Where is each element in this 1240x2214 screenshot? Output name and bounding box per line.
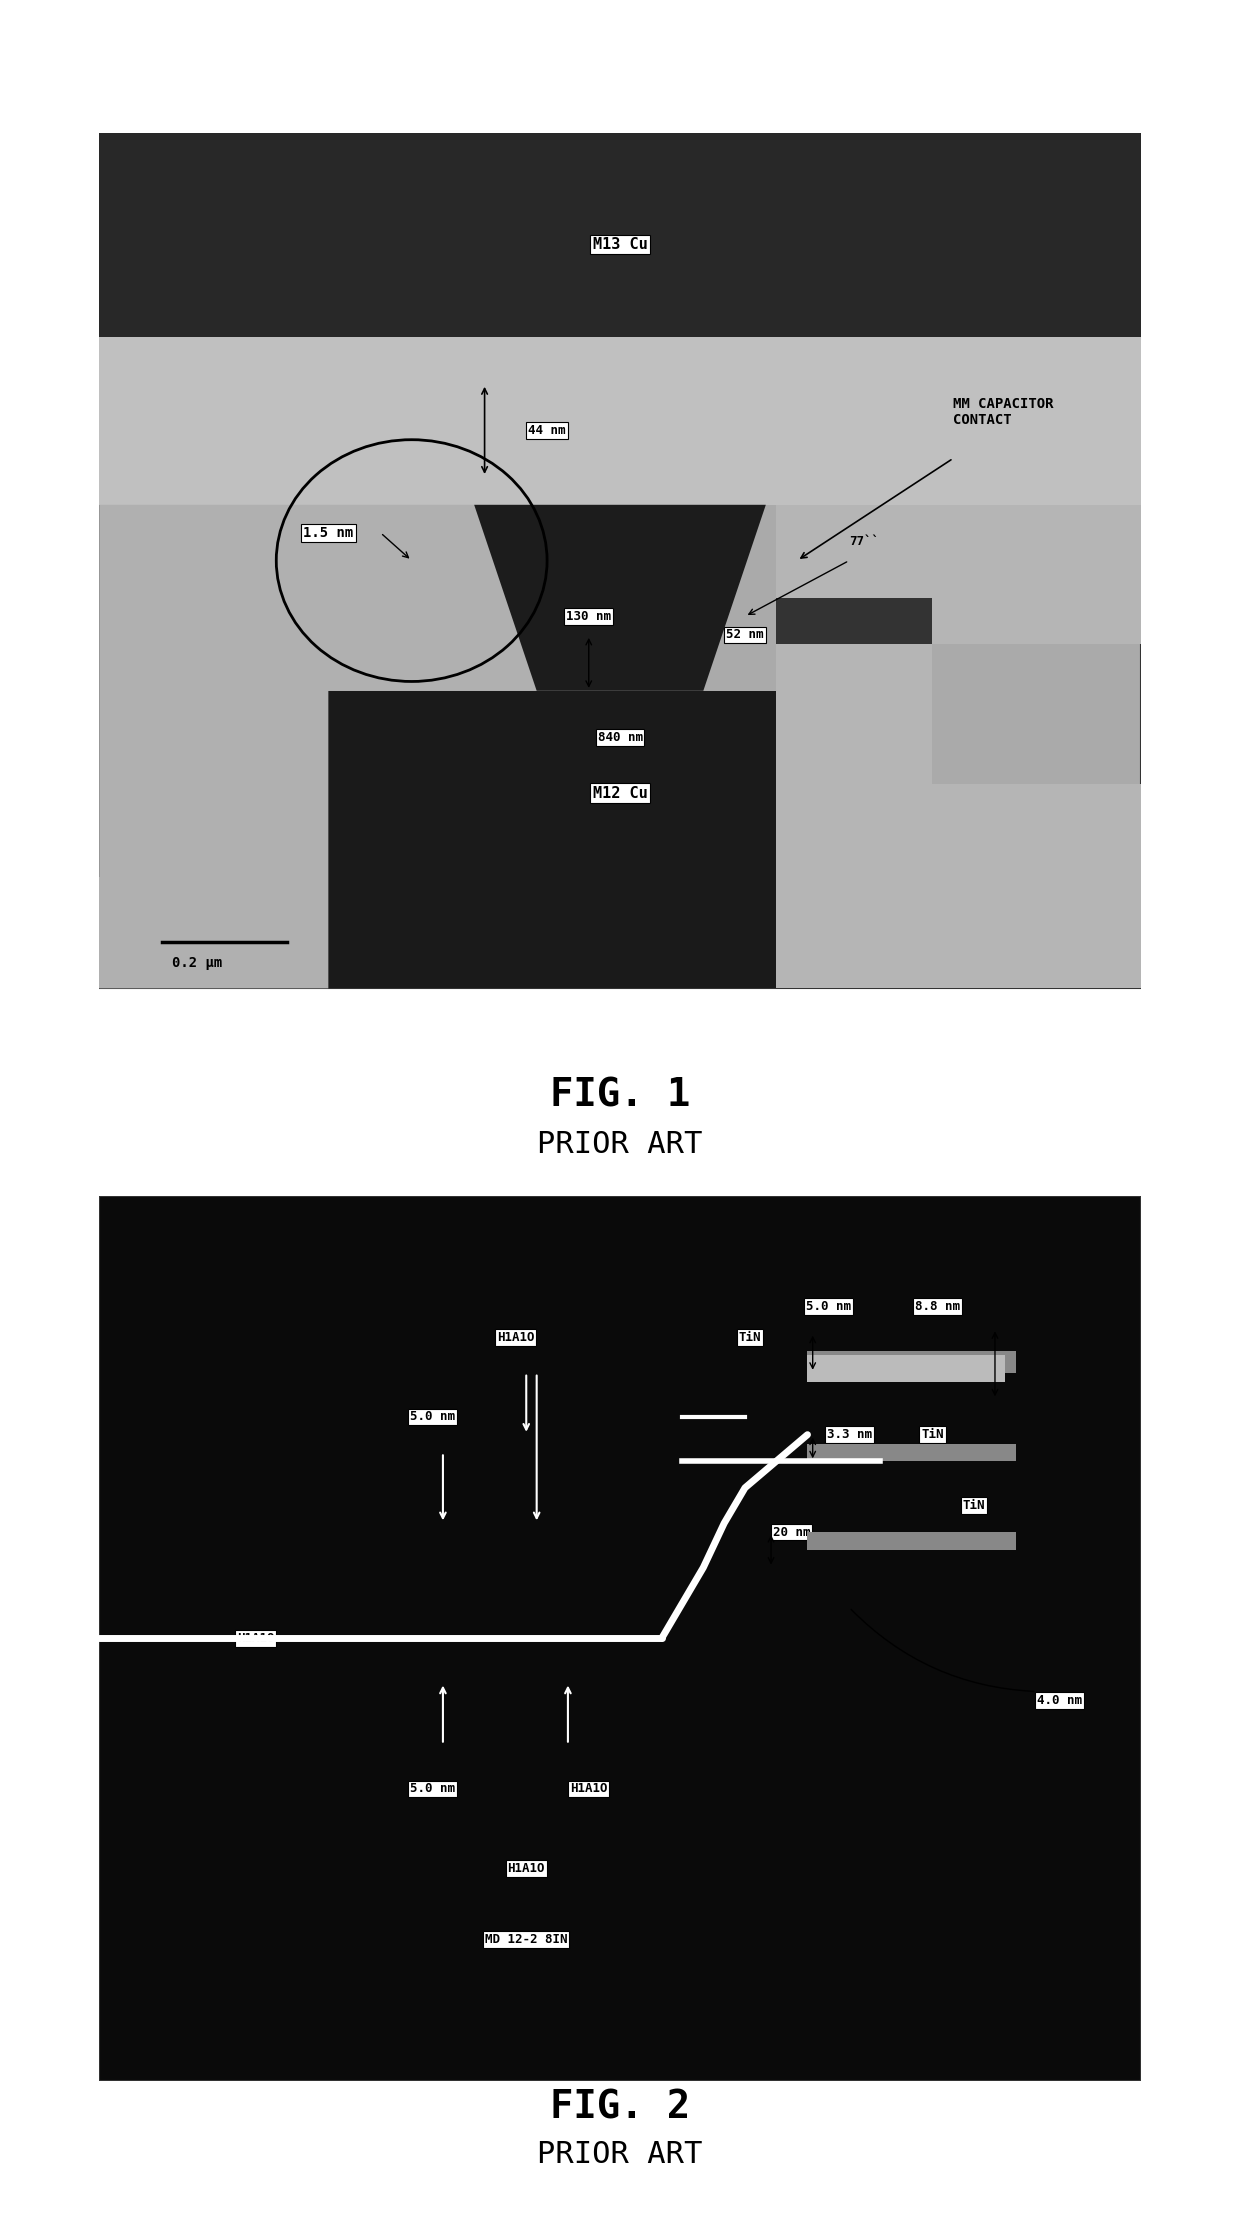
- Text: H1A1O: H1A1O: [497, 1331, 534, 1344]
- Text: 52 nm: 52 nm: [727, 629, 764, 642]
- FancyBboxPatch shape: [99, 1196, 1141, 2081]
- Text: 840 nm: 840 nm: [598, 731, 642, 744]
- Polygon shape: [99, 337, 1141, 505]
- FancyBboxPatch shape: [99, 170, 1141, 987]
- FancyBboxPatch shape: [807, 1532, 1016, 1550]
- Polygon shape: [474, 505, 766, 691]
- Text: PRIOR ART: PRIOR ART: [537, 1129, 703, 1160]
- Text: 5.0 nm: 5.0 nm: [410, 1782, 455, 1796]
- Text: TiN: TiN: [963, 1499, 986, 1512]
- FancyBboxPatch shape: [807, 1355, 1006, 1382]
- Text: FIG. 2: FIG. 2: [549, 2088, 691, 2128]
- Text: MD 12-2 8IN: MD 12-2 8IN: [485, 1933, 568, 1946]
- Text: 8.8 nm: 8.8 nm: [915, 1300, 960, 1313]
- Text: 44 nm: 44 nm: [528, 423, 565, 436]
- Polygon shape: [329, 691, 911, 987]
- Text: 77``: 77``: [849, 536, 879, 549]
- Polygon shape: [99, 505, 537, 987]
- Text: 20 nm: 20 nm: [773, 1525, 811, 1539]
- Text: TiN: TiN: [921, 1428, 944, 1441]
- Polygon shape: [99, 877, 1141, 987]
- Text: M12 Cu: M12 Cu: [593, 786, 647, 801]
- Text: 1.5 nm: 1.5 nm: [304, 525, 353, 540]
- Text: FIG. 1: FIG. 1: [549, 1076, 691, 1116]
- Polygon shape: [776, 505, 1141, 987]
- Text: 130 nm: 130 nm: [567, 609, 611, 622]
- Text: TiN: TiN: [739, 1331, 761, 1344]
- Text: 5.0 nm: 5.0 nm: [806, 1300, 851, 1313]
- Text: H1A1O: H1A1O: [237, 1632, 274, 1645]
- Text: 4.0 nm: 4.0 nm: [1037, 1694, 1081, 1707]
- Text: 3.3 nm: 3.3 nm: [827, 1428, 872, 1441]
- Polygon shape: [99, 133, 1141, 337]
- Text: 5.0 nm: 5.0 nm: [410, 1410, 455, 1424]
- Polygon shape: [776, 598, 932, 644]
- Text: H1A1O: H1A1O: [507, 1862, 546, 1875]
- Text: PRIOR ART: PRIOR ART: [537, 2139, 703, 2170]
- FancyBboxPatch shape: [807, 1351, 1016, 1373]
- Text: MM CAPACITOR
CONTACT: MM CAPACITOR CONTACT: [954, 396, 1054, 427]
- FancyBboxPatch shape: [807, 1444, 1016, 1461]
- Text: H1A1O: H1A1O: [570, 1782, 608, 1796]
- Text: M13 Cu: M13 Cu: [593, 237, 647, 252]
- Text: 0.2 μm: 0.2 μm: [172, 956, 222, 970]
